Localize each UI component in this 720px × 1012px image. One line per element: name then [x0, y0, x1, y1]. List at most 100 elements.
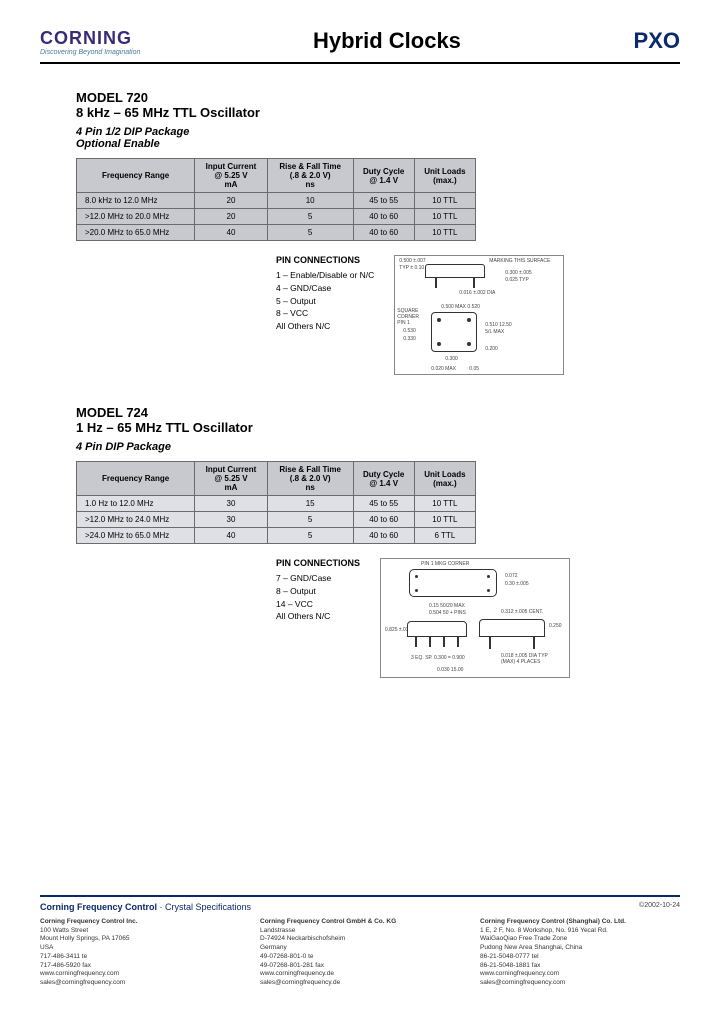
table-cell: 10: [267, 193, 353, 209]
header-rule: [40, 62, 680, 64]
pin-item: All Others N/C: [276, 610, 360, 623]
header: CORNING Discovering Beyond Imagination H…: [40, 28, 680, 56]
footer-heading: Corning Frequency Control · Crystal Spec…: [40, 902, 680, 912]
pin-item: 8 – Output: [276, 585, 360, 598]
footer-column: Corning Frequency Control (Shanghai) Co.…: [480, 918, 680, 988]
model-724-table: Frequency RangeInput Current@ 5.25 VmARi…: [76, 461, 476, 544]
pin-connections-list: 7 – GND/Case8 – Output14 – VCCAll Others…: [276, 572, 360, 623]
model-720-package: 4 Pin 1/2 DIP Package: [76, 126, 680, 138]
table-header: Duty Cycle@ 1.4 V: [353, 462, 414, 496]
footer-date: ©2002-10-24: [639, 902, 680, 909]
footer-column: Corning Frequency Control Inc.100 Watts …: [40, 918, 240, 988]
footer-rule: [40, 895, 680, 897]
model-724-package: 4 Pin DIP Package: [76, 441, 680, 453]
table-header: Rise & Fall Time(.8 & 2.0 V)ns: [267, 159, 353, 193]
footer-company-name: Corning Frequency Control Inc.: [40, 918, 240, 927]
table-cell: 40 to 60: [353, 225, 414, 241]
pin-item: 5 – Output: [276, 295, 374, 308]
footer-line: 100 Watts Street: [40, 927, 240, 936]
footer-line: Pudong New Area Shanghai, China: [480, 944, 680, 953]
footer-line: 49-07268-801-281 fax: [260, 962, 460, 971]
footer-line: 717-486-3411 te: [40, 953, 240, 962]
footer-line: sales@corningfrequency.com: [480, 979, 680, 988]
table-cell: 8.0 kHz to 12.0 MHz: [77, 193, 195, 209]
table-cell: 5: [267, 209, 353, 225]
table-header: Frequency Range: [77, 159, 195, 193]
footer-line: 86-21-5048-0777 tel: [480, 953, 680, 962]
table-cell: 40 to 60: [353, 528, 414, 544]
pin-connections-title: PIN CONNECTIONS: [276, 255, 374, 265]
table-cell: 20: [195, 209, 268, 225]
footer-line: sales@corningfrequency.de: [260, 979, 460, 988]
footer-company-name: Corning Frequency Control GmbH & Co. KG: [260, 918, 460, 927]
model-724-diagram: PIN 1 MKG CORNER 0.072 0.30 ±.005 0.15 5…: [380, 558, 570, 678]
footer-line: D-74924 Neckarbischofsheim: [260, 935, 460, 944]
table-cell: 20: [195, 193, 268, 209]
table-cell: >24.0 MHz to 65.0 MHz: [77, 528, 195, 544]
brand-block: CORNING Discovering Beyond Imagination: [40, 28, 140, 56]
model-724-title: MODEL 724: [76, 405, 680, 420]
model-720-diagram: 0.500 ±.007 TYP ± 0.10 MARKING THIS SURF…: [394, 255, 564, 375]
pin-item: 8 – VCC: [276, 307, 374, 320]
model-720-optional: Optional Enable: [76, 138, 680, 150]
section-model-724: MODEL 724 1 Hz – 65 MHz TTL Oscillator 4…: [76, 405, 680, 678]
pin-item: All Others N/C: [276, 320, 374, 333]
footer-columns: Corning Frequency Control Inc.100 Watts …: [40, 918, 680, 988]
table-cell: 45 to 55: [353, 193, 414, 209]
page-title: Hybrid Clocks: [140, 28, 633, 54]
section-model-720: MODEL 720 8 kHz – 65 MHz TTL Oscillator …: [76, 90, 680, 375]
brand-name: CORNING: [40, 28, 140, 49]
table-cell: 40: [195, 528, 268, 544]
table-cell: 5: [267, 528, 353, 544]
footer-line: 86-21-5048-1881 fax: [480, 962, 680, 971]
footer-line: Mount Holly Springs, PA 17065: [40, 935, 240, 944]
table-cell: 10 TTL: [414, 209, 475, 225]
footer: Corning Frequency Control · Crystal Spec…: [40, 895, 680, 988]
footer-line: Landstrasse: [260, 927, 460, 936]
table-cell: 10 TTL: [414, 496, 475, 512]
footer-line: WaiGaoQiao Free Trade Zone: [480, 935, 680, 944]
table-header: Input Current@ 5.25 VmA: [195, 462, 268, 496]
table-cell: 15: [267, 496, 353, 512]
table-cell: 1.0 Hz to 12.0 MHz: [77, 496, 195, 512]
doc-code: PXO: [634, 28, 680, 54]
table-header: Frequency Range: [77, 462, 195, 496]
footer-column: Corning Frequency Control GmbH & Co. KGL…: [260, 918, 460, 988]
table-header: Input Current@ 5.25 VmA: [195, 159, 268, 193]
footer-line: www.corningfrequency.de: [260, 970, 460, 979]
footer-line: www.corningfrequency.com: [480, 970, 680, 979]
model-720-table: Frequency RangeInput Current@ 5.25 VmARi…: [76, 158, 476, 241]
table-cell: 10 TTL: [414, 512, 475, 528]
footer-company-name: Corning Frequency Control (Shanghai) Co.…: [480, 918, 680, 927]
pin-item: 1 – Enable/Disable or N/C: [276, 269, 374, 282]
footer-line: Germany: [260, 944, 460, 953]
footer-line: 1 E, 2 F, No. 8 Workshop, No. 916 Yecal …: [480, 927, 680, 936]
model-720-title: MODEL 720: [76, 90, 680, 105]
table-cell: 30: [195, 496, 268, 512]
table-cell: 45 to 55: [353, 496, 414, 512]
table-cell: 40: [195, 225, 268, 241]
pin-connections-title: PIN CONNECTIONS: [276, 558, 360, 568]
table-cell: >12.0 MHz to 24.0 MHz: [77, 512, 195, 528]
table-header: Unit Loads(max.): [414, 159, 475, 193]
table-cell: 5: [267, 512, 353, 528]
table-cell: 30: [195, 512, 268, 528]
footer-head-light: · Crystal Specifications: [157, 902, 251, 912]
footer-head-bold: Corning Frequency Control: [40, 902, 157, 912]
pin-item: 14 – VCC: [276, 598, 360, 611]
table-header: Duty Cycle@ 1.4 V: [353, 159, 414, 193]
pin-item: 4 – GND/Case: [276, 282, 374, 295]
table-header: Unit Loads(max.): [414, 462, 475, 496]
footer-line: USA: [40, 944, 240, 953]
footer-line: 717-486-5920 fax: [40, 962, 240, 971]
table-cell: 10 TTL: [414, 193, 475, 209]
table-cell: >12.0 MHz to 20.0 MHz: [77, 209, 195, 225]
model-724-subtitle: 1 Hz – 65 MHz TTL Oscillator: [76, 420, 680, 435]
table-cell: 5: [267, 225, 353, 241]
pin-item: 7 – GND/Case: [276, 572, 360, 585]
table-header: Rise & Fall Time(.8 & 2.0 V)ns: [267, 462, 353, 496]
table-cell: 40 to 60: [353, 209, 414, 225]
footer-line: 49-07268-801-0 te: [260, 953, 460, 962]
footer-line: sales@corningfrequency.com: [40, 979, 240, 988]
table-cell: 6 TTL: [414, 528, 475, 544]
